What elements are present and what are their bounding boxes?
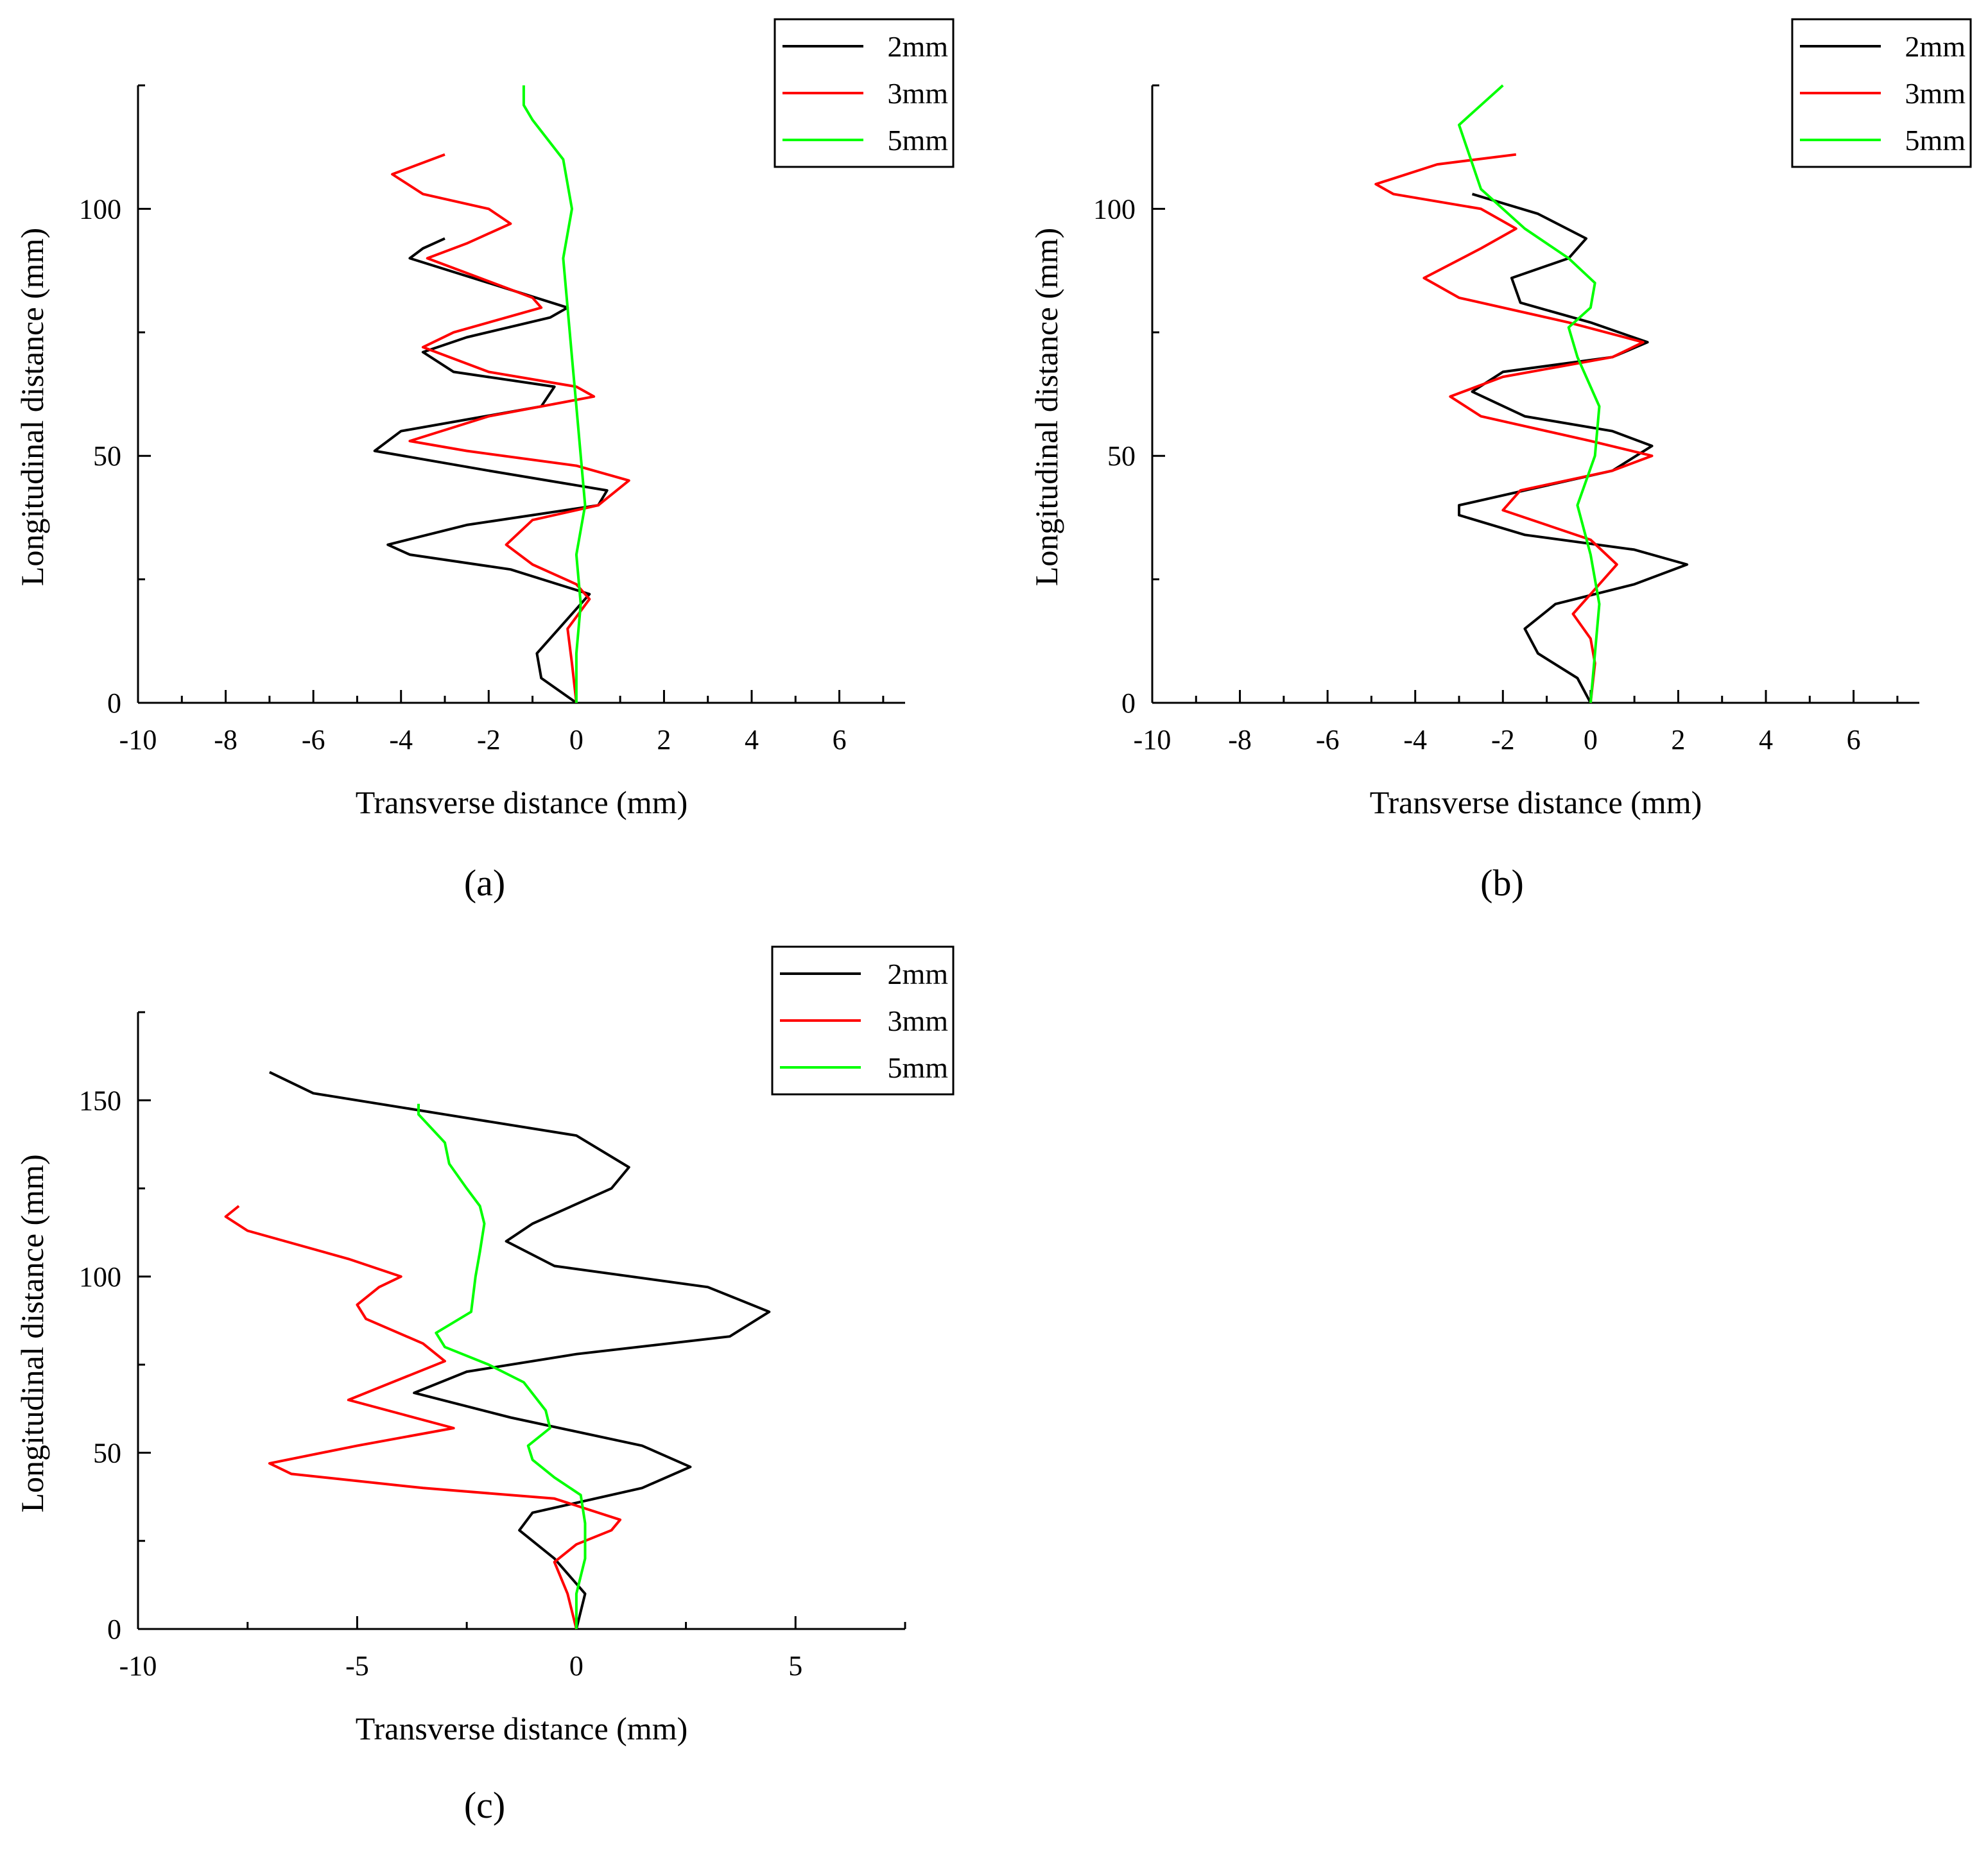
y-tick-label: 0 — [107, 1614, 121, 1645]
x-tick-label: -6 — [302, 724, 325, 755]
legend-label-5mm: 5mm — [887, 124, 948, 157]
x-tick-label: -2 — [477, 724, 501, 755]
legend-label-2mm: 2mm — [887, 958, 948, 990]
y-tick-label: 50 — [93, 440, 121, 472]
legend-label-2mm: 2mm — [1905, 30, 1966, 63]
x-tick-label: -10 — [119, 1650, 157, 1682]
y-tick-label: 0 — [107, 687, 121, 719]
x-tick-label: -10 — [119, 724, 157, 755]
x-tick-label: 5 — [788, 1650, 802, 1682]
legend-label-3mm: 3mm — [887, 77, 948, 110]
x-tick-label: -5 — [345, 1650, 369, 1682]
y-tick-label: 50 — [93, 1437, 121, 1469]
series-line-3mm — [224, 1205, 622, 1630]
x-axis-title: Transverse distance (mm) — [356, 784, 687, 820]
series-line-2mm — [373, 237, 609, 704]
y-tick-label: 100 — [1093, 193, 1136, 225]
x-tick-label: -8 — [214, 724, 238, 755]
series-line-5mm — [522, 85, 587, 703]
series-line-2mm — [1458, 193, 1689, 703]
legend-label-5mm: 5mm — [887, 1051, 948, 1084]
x-tick-label: 4 — [745, 724, 759, 755]
y-tick-label: 100 — [79, 1261, 121, 1293]
y-tick-label: 50 — [1107, 440, 1136, 472]
series-line-3mm — [1374, 153, 1654, 703]
y-tick-label: 100 — [79, 193, 121, 225]
x-tick-label: -6 — [1316, 724, 1340, 755]
series-line-2mm — [269, 1071, 771, 1630]
legend-label-2mm: 2mm — [887, 30, 948, 63]
x-tick-label: -4 — [1403, 724, 1427, 755]
panel-label: (c) — [464, 1784, 505, 1826]
y-axis-title: Longitudinal distance (mm) — [14, 228, 50, 586]
x-tick-label: -4 — [389, 724, 413, 755]
x-axis-title: Transverse distance (mm) — [1370, 784, 1702, 820]
x-tick-label: 4 — [1759, 724, 1773, 755]
x-tick-label: 0 — [569, 1650, 583, 1682]
x-tick-label: 2 — [1671, 724, 1685, 755]
x-tick-label: 6 — [833, 724, 847, 755]
panel-label: (b) — [1480, 862, 1524, 904]
x-tick-label: -10 — [1134, 724, 1171, 755]
series-line-3mm — [391, 153, 630, 703]
legend: 2mm 3mm 5mm — [774, 18, 955, 168]
x-axis-title: Transverse distance (mm) — [356, 1711, 687, 1746]
legend: 2mm 3mm 5mm — [1791, 18, 1972, 168]
series-line-5mm — [1458, 84, 1601, 703]
panel-a: -10 -8 -6 -4 -2 0 2 4 6 0 50 100 Transverse distance… — [14, 18, 955, 904]
x-tick-label: 0 — [569, 724, 583, 755]
legend: 2mm 3mm 5mm — [771, 945, 955, 1096]
x-tick-label: -2 — [1491, 724, 1515, 755]
panel-b: -10 -8 -6 -4 -2 0 2 4 6 0 50 100 Transverse distance… — [1028, 18, 1972, 904]
legend-label-3mm: 3mm — [887, 1004, 948, 1037]
legend-label-5mm: 5mm — [1905, 124, 1966, 157]
series-line-5mm — [417, 1103, 587, 1629]
y-axis-title: Longitudinal distance (mm) — [1028, 228, 1064, 586]
x-tick-label: -8 — [1228, 724, 1252, 755]
y-tick-label: 150 — [79, 1085, 121, 1116]
x-tick-label: 0 — [1584, 724, 1598, 755]
x-tick-label: 2 — [657, 724, 671, 755]
legend-label-3mm: 3mm — [1905, 77, 1966, 110]
y-tick-label: 0 — [1121, 687, 1136, 719]
panel-label: (a) — [464, 862, 505, 904]
y-axis-title: Longitudinal distance (mm) — [14, 1154, 50, 1512]
x-tick-label: 6 — [1847, 724, 1861, 755]
